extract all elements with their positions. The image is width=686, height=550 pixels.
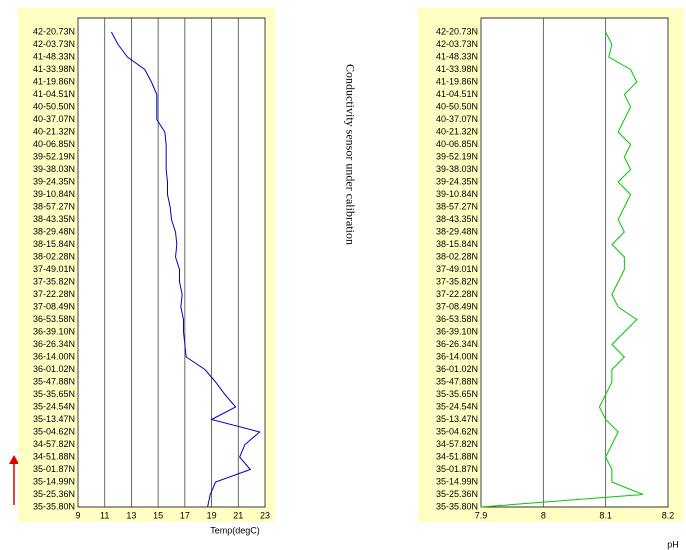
x-tick-label: 8.2 [662, 510, 675, 520]
y-tick-label: 36-39.10N [436, 326, 478, 336]
y-tick-label: 41-48.33N [436, 51, 478, 61]
y-tick-label: 36-01.02N [436, 364, 478, 374]
x-tick-label: 9 [75, 510, 80, 520]
y-tick-label: 37-35.82N [436, 276, 478, 286]
y-tick-label: 38-57.27N [33, 201, 75, 211]
y-tick-label: 39-24.35N [33, 176, 75, 186]
y-tick-label: 36-53.58N [436, 314, 478, 324]
plot-area [480, 17, 669, 508]
y-tick-label: 35-01.87N [33, 464, 75, 474]
y-tick-label: 37-49.01N [436, 264, 478, 274]
y-tick-label: 41-48.33N [33, 51, 75, 61]
x-tick-label: 13 [126, 510, 136, 520]
y-tick-label: 41-33.98N [33, 64, 75, 74]
y-tick-label: 40-21.32N [436, 126, 478, 136]
y-tick-label: 39-52.19N [436, 151, 478, 161]
x-tick-label: 19 [207, 510, 217, 520]
y-tick-label: 35-35.65N [436, 389, 478, 399]
y-tick-label: 37-08.49N [436, 301, 478, 311]
arrow-head [9, 455, 19, 464]
y-tick-label: 36-26.34N [33, 339, 75, 349]
data-line [480, 31, 644, 508]
y-tick-label: 41-04.51N [33, 89, 75, 99]
y-tick-label: 38-57.27N [436, 201, 478, 211]
y-tick-label: 36-14.00N [436, 351, 478, 361]
y-tick-label: 35-35.80N [436, 501, 478, 511]
x-tick-label: 21 [233, 510, 243, 520]
y-tick-label: 39-38.03N [436, 164, 478, 174]
x-tick-label: 8 [541, 510, 546, 520]
x-tick-label: 7.9 [475, 510, 488, 520]
x-tick-label: 17 [180, 510, 190, 520]
x-tick-label: 11 [100, 510, 109, 520]
y-tick-label: 36-53.58N [33, 314, 75, 324]
y-tick-label: 37-22.28N [33, 289, 75, 299]
y-tick-label: 35-47.88N [436, 376, 478, 386]
y-tick-label: 34-51.88N [436, 451, 478, 461]
x-tick-label: 23 [260, 510, 270, 520]
data-line [110, 31, 261, 508]
y-tick-label: 35-13.47N [33, 414, 75, 424]
y-tick-label: 41-33.98N [436, 64, 478, 74]
x-tick-label: 8.1 [599, 510, 612, 520]
y-tick-label: 40-21.32N [33, 126, 75, 136]
y-tick-label: 42-20.73N [436, 26, 478, 36]
y-tick-label: 38-43.35N [33, 214, 75, 224]
y-tick-label: 38-15.84N [436, 239, 478, 249]
y-tick-label: 35-24.54N [436, 401, 478, 411]
y-tick-label: 35-24.54N [33, 401, 75, 411]
y-tick-label: 38-43.35N [436, 214, 478, 224]
annotation: Conductivity sensor under calibration [343, 64, 357, 245]
plot-area [77, 17, 266, 508]
y-tick-label: 42-03.73N [436, 39, 478, 49]
y-tick-label: 40-50.50N [436, 101, 478, 111]
y-tick-label: 35-04.62N [436, 426, 478, 436]
y-tick-label: 38-02.28N [33, 251, 75, 261]
y-tick-label: 37-22.28N [436, 289, 478, 299]
y-tick-label: 37-49.01N [33, 264, 75, 274]
y-tick-label: 39-52.19N [33, 151, 75, 161]
y-tick-label: 35-14.99N [436, 476, 478, 486]
y-tick-label: 34-57.82N [33, 439, 75, 449]
x-axis-label: pH [667, 539, 679, 549]
y-tick-label: 39-10.84N [33, 189, 75, 199]
y-tick-label: 37-35.82N [33, 276, 75, 286]
y-tick-label: 41-04.51N [436, 89, 478, 99]
x-axis-label: Temp(degC) [210, 525, 260, 535]
y-tick-label: 42-03.73N [33, 39, 75, 49]
y-tick-label: 40-50.50N [33, 101, 75, 111]
y-tick-label: 39-10.84N [436, 189, 478, 199]
x-tick-label: 15 [153, 510, 163, 520]
y-tick-label: 42-20.73N [33, 26, 75, 36]
y-tick-label: 34-57.82N [436, 439, 478, 449]
y-tick-label: 40-37.07N [436, 114, 478, 124]
y-tick-label: 35-35.80N [33, 501, 75, 511]
y-tick-label: 40-06.85N [33, 139, 75, 149]
y-tick-label: 35-01.87N [436, 464, 478, 474]
y-tick-label: 35-35.65N [33, 389, 75, 399]
y-tick-label: 38-29.48N [436, 226, 478, 236]
y-tick-label: 35-25.36N [436, 489, 478, 499]
y-tick-label: 38-15.84N [33, 239, 75, 249]
y-tick-label: 39-24.35N [436, 176, 478, 186]
y-tick-label: 40-06.85N [436, 139, 478, 149]
y-tick-label: 35-47.88N [33, 376, 75, 386]
y-tick-label: 38-29.48N [33, 226, 75, 236]
y-tick-label: 36-39.10N [33, 326, 75, 336]
y-tick-label: 35-14.99N [33, 476, 75, 486]
y-tick-label: 39-38.03N [33, 164, 75, 174]
y-tick-label: 41-19.86N [33, 76, 75, 86]
y-tick-label: 34-51.88N [33, 451, 75, 461]
y-tick-label: 38-02.28N [436, 251, 478, 261]
y-tick-label: 35-13.47N [436, 414, 478, 424]
y-tick-label: 36-14.00N [33, 351, 75, 361]
y-tick-label: 37-08.49N [33, 301, 75, 311]
y-tick-label: 36-01.02N [33, 364, 75, 374]
y-tick-label: 41-19.86N [436, 76, 478, 86]
y-tick-label: 35-25.36N [33, 489, 75, 499]
y-tick-label: 36-26.34N [436, 339, 478, 349]
y-tick-label: 35-04.62N [33, 426, 75, 436]
y-tick-label: 40-37.07N [33, 114, 75, 124]
